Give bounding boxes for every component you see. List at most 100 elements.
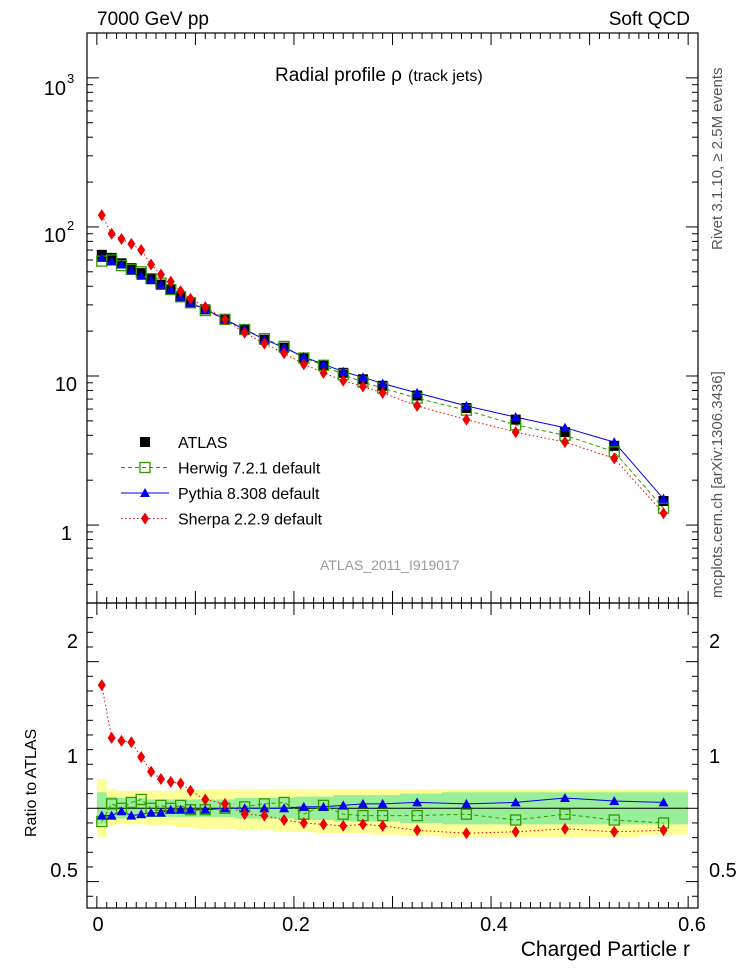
data-point-series2-1 — [106, 256, 117, 266]
ratio-point-series0-4 — [135, 793, 147, 806]
ratio-point-series2-1 — [107, 731, 116, 744]
data-point-series3-11 — [220, 313, 229, 326]
data-point-series2-24 — [609, 437, 620, 447]
data-point-series3-23 — [560, 436, 569, 449]
data-point-series3-14 — [280, 347, 289, 360]
ratio-point-series2-14 — [280, 814, 289, 827]
ratio-point-series0-22 — [510, 814, 522, 826]
legend: ATLAS Herwig 7.2.1 default Pythia 8.308 de… — [121, 435, 323, 529]
data-point-series3-5 — [147, 258, 156, 271]
ratio-point-series2-11 — [220, 797, 229, 810]
data-point-series3-3 — [127, 237, 136, 250]
data-point-series2-16 — [318, 359, 329, 369]
ratio-point-series1-13 — [259, 803, 270, 813]
chart-title-main: Radial profile ρ — [275, 65, 402, 86]
ratio-y-axis-title: Ratio to ATLAS — [23, 729, 40, 837]
x-tick-label-06: 0.6 — [678, 914, 706, 936]
data-point-series2-25 — [658, 493, 669, 503]
data-point-series3-24 — [610, 452, 619, 465]
ratio-y-tick-label-1-right: 1 — [709, 746, 720, 768]
ratio-point-series2-20 — [413, 824, 422, 837]
ratio-point-series1-21 — [461, 798, 472, 808]
main-y-tick-labels: 1 10 10 2 10 3 — [44, 71, 77, 545]
legend-label-2: Pythia 8.308 default — [178, 486, 320, 503]
data-point-series2-17 — [338, 366, 349, 376]
ratio-point-series1-6 — [155, 807, 166, 817]
ratio-point-series2-7 — [166, 775, 175, 788]
data-point-series3-12 — [240, 326, 249, 339]
data-point-series2-21 — [461, 400, 472, 410]
data-point-series3-19 — [378, 386, 387, 399]
ratio-point-series0-24 — [608, 814, 620, 826]
ratio-point-series1-2 — [116, 806, 127, 816]
ratio-point-series1-8 — [175, 804, 186, 814]
ratio-point-series1-16 — [318, 801, 329, 811]
ratio-point-series1-18 — [357, 798, 368, 808]
data-point-series3-6 — [156, 268, 165, 281]
data-point-series3-4 — [137, 244, 146, 257]
y-tick-label-1000-exponent: 3 — [67, 71, 74, 86]
ratio-panel-frame — [86, 602, 699, 909]
ratio-point-series2-23 — [560, 822, 569, 835]
ratio-point-series1-10 — [200, 804, 211, 814]
ratio-y-tick-label-2-right: 2 — [709, 631, 720, 653]
ratio-y-tick-label-05-right: 0.5 — [709, 860, 737, 882]
legend-marker-1 — [139, 461, 151, 474]
legend-label-1: Herwig 7.2.1 default — [178, 461, 321, 478]
main-panel: 1 10 10 2 10 3 Radial profile ρ (track je… — [44, 32, 699, 604]
y-tick-label-1: 1 — [61, 523, 72, 545]
data-point-series3-21 — [462, 413, 471, 426]
data-point-series3-18 — [358, 380, 367, 393]
data-point-series2-20 — [412, 387, 423, 397]
ratio-point-series1-0 — [96, 810, 107, 820]
chart-title-suffix: (track jets) — [408, 68, 483, 85]
rivet-label: Rivet 3.1.10, ≥ 2.5M events — [709, 68, 726, 251]
ratio-y-tick-label-1: 1 — [67, 746, 78, 768]
ratio-point-series2-3 — [127, 736, 136, 749]
x-tick-label-02: 0.2 — [282, 914, 310, 936]
data-point-series2-7 — [165, 284, 176, 294]
legend-marker-0 — [140, 437, 150, 447]
ratio-point-series2-8 — [176, 777, 185, 790]
x-axis-title: Charged Particle r — [521, 938, 690, 961]
x-tick-label-0: 0 — [92, 914, 103, 936]
ratio-point-series2-15 — [299, 816, 308, 829]
ratio-series-line-2 — [101, 685, 664, 834]
x-tick-labels: 0 0.2 0.4 0.6 — [92, 914, 705, 936]
ratio-point-series1-1 — [106, 810, 117, 820]
data-point-series3-0 — [97, 209, 106, 222]
chart-title: Radial profile ρ (track jets) — [275, 65, 483, 86]
data-point-series3-16 — [319, 366, 328, 379]
ratio-point-series1-23 — [559, 793, 570, 803]
ratio-point-series2-16 — [319, 818, 328, 831]
ratio-point-series0-21 — [460, 808, 473, 820]
ratio-point-series1-24 — [609, 795, 620, 805]
data-point-series2-3 — [126, 265, 137, 275]
ratio-point-series1-19 — [377, 798, 388, 808]
data-point-series3-13 — [260, 337, 269, 350]
data-point-series0-23 — [559, 427, 570, 438]
legend-marker-2 — [140, 488, 150, 497]
ratio-point-series1-17 — [338, 800, 349, 810]
data-point-series2-0 — [96, 252, 107, 262]
y-tick-label-10: 10 — [55, 374, 77, 396]
data-point-series3-9 — [186, 292, 195, 305]
data-point-series2-2 — [116, 259, 127, 269]
data-point-series2-4 — [136, 270, 147, 280]
data-point-series2-6 — [155, 279, 166, 289]
y-tick-label-1000-base: 10 — [44, 78, 66, 100]
ratio-point-series2-2 — [117, 734, 126, 747]
legend-label-0: ATLAS — [178, 435, 228, 452]
legend-label-3: Sherpa 2.2.9 default — [178, 512, 323, 529]
ratio-point-series2-6 — [156, 772, 165, 785]
main-axis-ticks — [87, 32, 698, 604]
data-point-series2-18 — [357, 372, 368, 382]
ratio-axis-ticks — [87, 603, 698, 908]
ratio-point-series0-20 — [411, 809, 423, 822]
x-tick-label-04: 0.4 — [480, 914, 508, 936]
header-energy-label: 7000 GeV pp — [97, 9, 209, 30]
data-point-series2-5 — [146, 275, 157, 285]
ratio-panel: 0.5 1 2 0.5 1 2 0 0.2 0.4 0.6 Ratio to A… — [23, 602, 737, 961]
ratio-point-series2-12 — [240, 808, 249, 821]
